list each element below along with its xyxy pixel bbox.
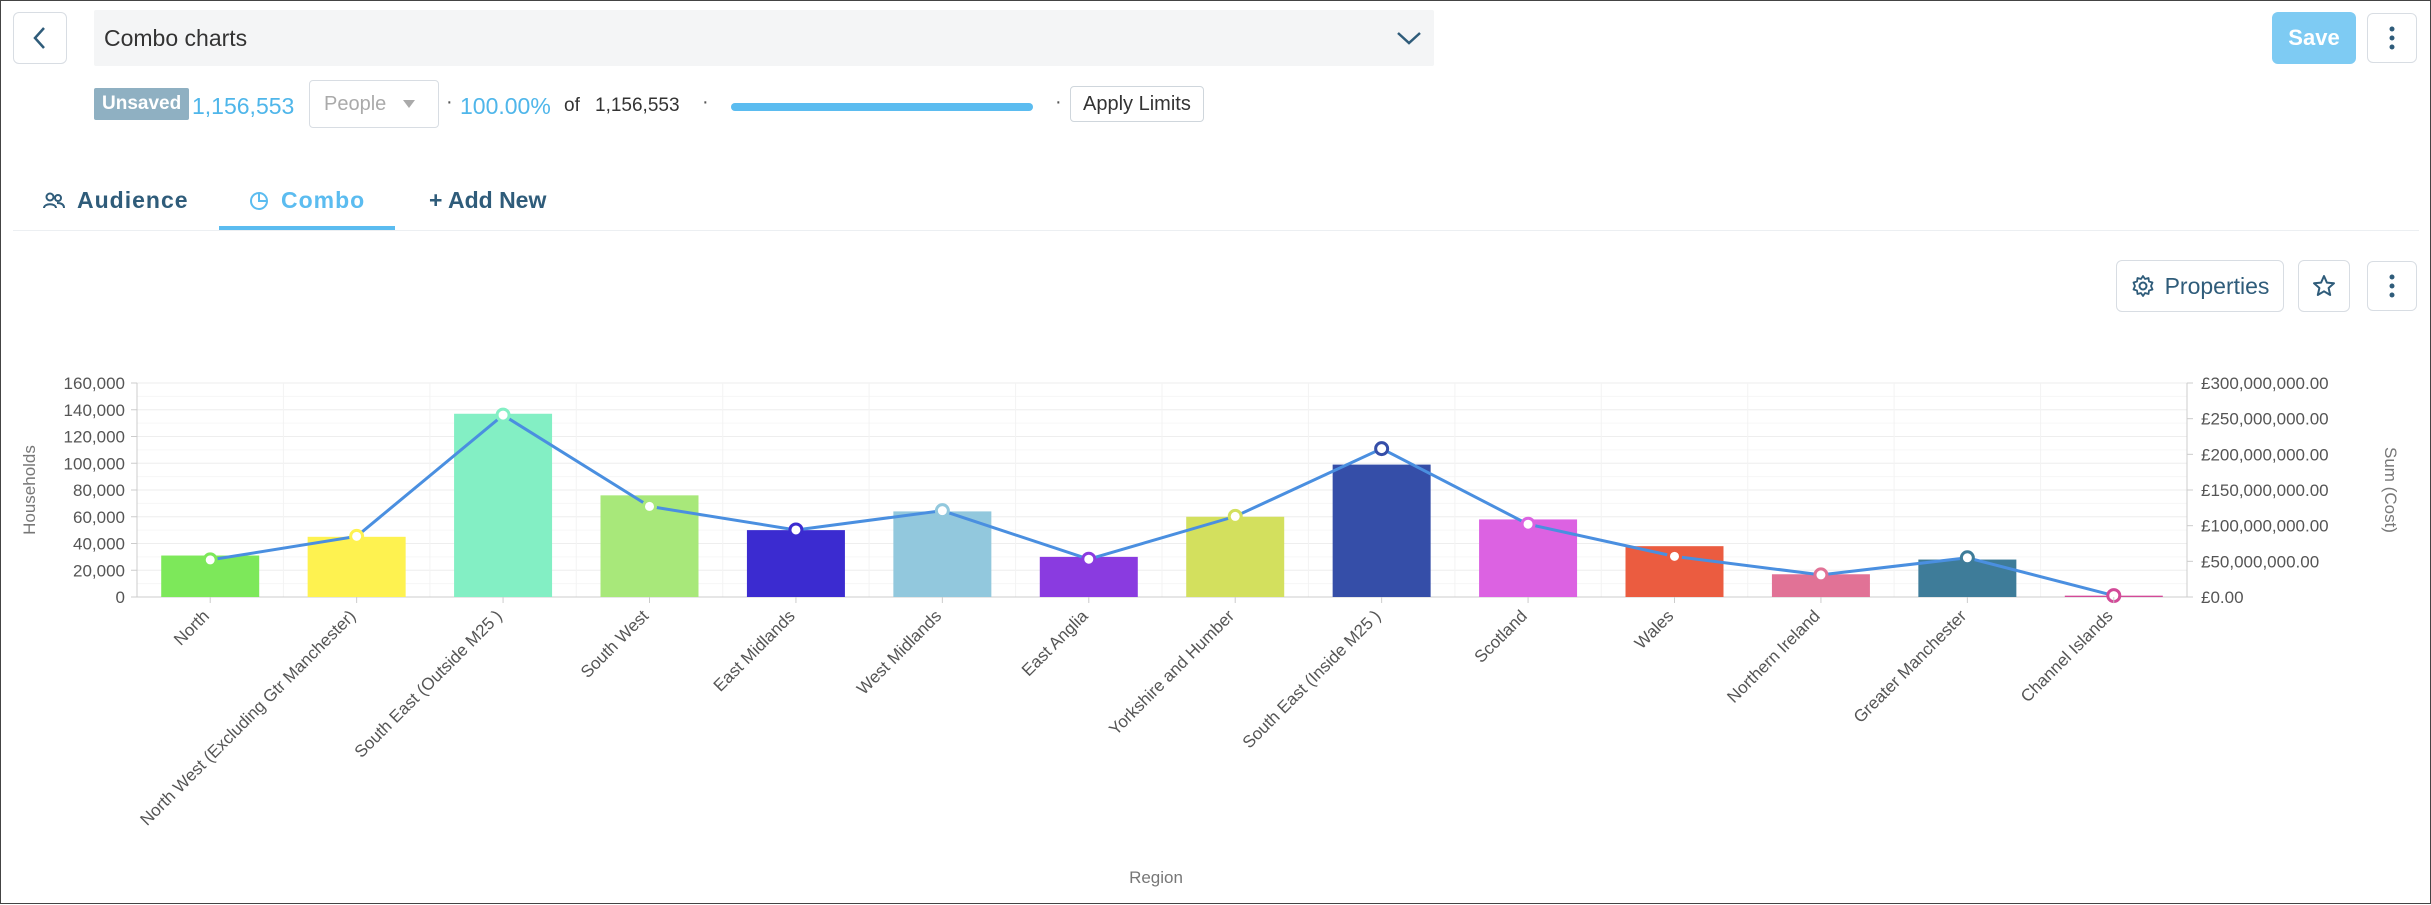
chevron-down-icon: [1397, 32, 1421, 45]
y-axis-title: Households: [20, 445, 39, 535]
audience-total: 1,156,553: [595, 95, 680, 116]
x-tick-label: South East (Outside M25 ): [351, 606, 506, 761]
back-button[interactable]: [13, 12, 67, 64]
y2-tick-label: £100,000,000.00: [2201, 517, 2329, 536]
save-button[interactable]: Save: [2272, 12, 2356, 64]
y2-axis-title: Sum (Cost): [2381, 447, 2400, 533]
line-point[interactable]: [1520, 516, 1536, 532]
bar[interactable]: [1186, 516, 1285, 597]
y-tick-label: 0: [116, 588, 125, 607]
of-label: of: [564, 95, 580, 116]
tab-add-new-label: + Add New: [429, 187, 547, 213]
x-tick-label: North West (Excluding Gtr Manchester): [136, 606, 359, 829]
tab-combo[interactable]: Combo: [249, 187, 365, 214]
y2-tick-label: £250,000,000.00: [2201, 410, 2329, 429]
entity-select-value: People: [324, 92, 387, 115]
progress-bar: [731, 103, 1033, 111]
pie-icon: [250, 191, 268, 210]
x-tick-label: Yorkshire and Humber: [1105, 606, 1238, 739]
separator-dot: ·: [1055, 91, 1062, 113]
y-tick-label: 140,000: [64, 401, 125, 420]
y-tick-label: 160,000: [64, 374, 125, 393]
bar[interactable]: [307, 536, 406, 597]
line-point[interactable]: [642, 498, 657, 514]
x-tick-label: North: [170, 606, 213, 649]
line-point[interactable]: [1959, 550, 1975, 566]
x-tick-label: Wales: [1631, 606, 1677, 652]
x-tick-label: West Midlands: [853, 606, 945, 698]
tab-combo-label: Combo: [281, 187, 366, 213]
y2-tick-label: £200,000,000.00: [2201, 445, 2329, 464]
bar[interactable]: [1771, 574, 1870, 597]
y-tick-label: 80,000: [73, 481, 125, 500]
y2-tick-label: £0.00: [2201, 588, 2244, 607]
y-tick-label: 120,000: [64, 428, 125, 447]
line-point[interactable]: [1667, 548, 1682, 564]
x-tick-label: South West: [577, 606, 653, 682]
x-tick-label: Scotland: [1471, 606, 1531, 666]
series-line: [209, 413, 2115, 598]
star-icon: [2313, 275, 2335, 296]
x-tick-label: Channel Islands: [2017, 606, 2117, 706]
y2-tick-label: £300,000,000.00: [2201, 374, 2329, 393]
bar[interactable]: [746, 530, 845, 597]
tab-add-new[interactable]: + Add New: [429, 187, 546, 214]
kebab-icon: [2389, 26, 2395, 50]
audience-percent: 100.00%: [460, 93, 551, 119]
active-tab-indicator: [219, 226, 395, 230]
tabs-divider: [13, 230, 2419, 231]
x-tick-label: East Anglia: [1018, 606, 1092, 680]
line-point[interactable]: [934, 503, 950, 519]
y2-tick-label: £150,000,000.00: [2201, 481, 2329, 500]
x-axis-title: Region: [1129, 868, 1183, 887]
gear-icon: [2132, 275, 2153, 297]
line-point[interactable]: [788, 522, 804, 538]
caret-down-icon: [403, 100, 416, 108]
chart-more-button[interactable]: [2367, 261, 2417, 311]
line-point[interactable]: [202, 552, 218, 568]
apply-limits-button[interactable]: Apply Limits: [1070, 86, 1204, 122]
x-tick-label: Northern Ireland: [1723, 606, 1823, 706]
bar[interactable]: [1332, 464, 1431, 597]
line-point[interactable]: [1227, 508, 1243, 524]
chart-title: Combo charts: [104, 24, 248, 51]
y-tick-label: 40,000: [73, 535, 125, 554]
separator-dot: ·: [702, 91, 709, 113]
favorite-button[interactable]: [2298, 260, 2350, 312]
line-point[interactable]: [349, 528, 365, 544]
people-icon: [43, 192, 65, 208]
line-point[interactable]: [1813, 567, 1829, 583]
line-point[interactable]: [495, 407, 511, 423]
header-more-button[interactable]: [2367, 13, 2417, 63]
chevron-left-icon: [33, 27, 45, 49]
entity-select[interactable]: People: [309, 80, 439, 128]
tab-audience[interactable]: Audience: [43, 187, 189, 214]
separator-dot: ·: [446, 91, 453, 113]
properties-button[interactable]: Properties: [2116, 260, 2284, 312]
chart-title-dropdown[interactable]: Combo charts: [94, 10, 1434, 66]
x-tick-label: East Midlands: [710, 606, 799, 695]
x-tick-label: South East (Inside M25 ): [1239, 606, 1385, 752]
y-tick-label: 100,000: [64, 454, 125, 473]
y2-tick-label: £50,000,000.00: [2201, 552, 2319, 571]
kebab-icon: [2389, 274, 2395, 298]
properties-label: Properties: [2164, 272, 2270, 299]
line-point[interactable]: [1374, 441, 1390, 457]
bar[interactable]: [454, 413, 553, 597]
bar[interactable]: [893, 511, 992, 597]
audience-count: 1,156,553: [192, 93, 295, 119]
y-tick-label: 60,000: [73, 508, 125, 527]
progress-fill: [731, 103, 1033, 111]
x-tick-label: Greater Manchester: [1850, 606, 1971, 727]
status-badge: Unsaved: [94, 88, 190, 120]
tab-audience-label: Audience: [77, 187, 189, 213]
y-tick-label: 20,000: [73, 561, 125, 580]
line-point[interactable]: [1081, 551, 1097, 567]
